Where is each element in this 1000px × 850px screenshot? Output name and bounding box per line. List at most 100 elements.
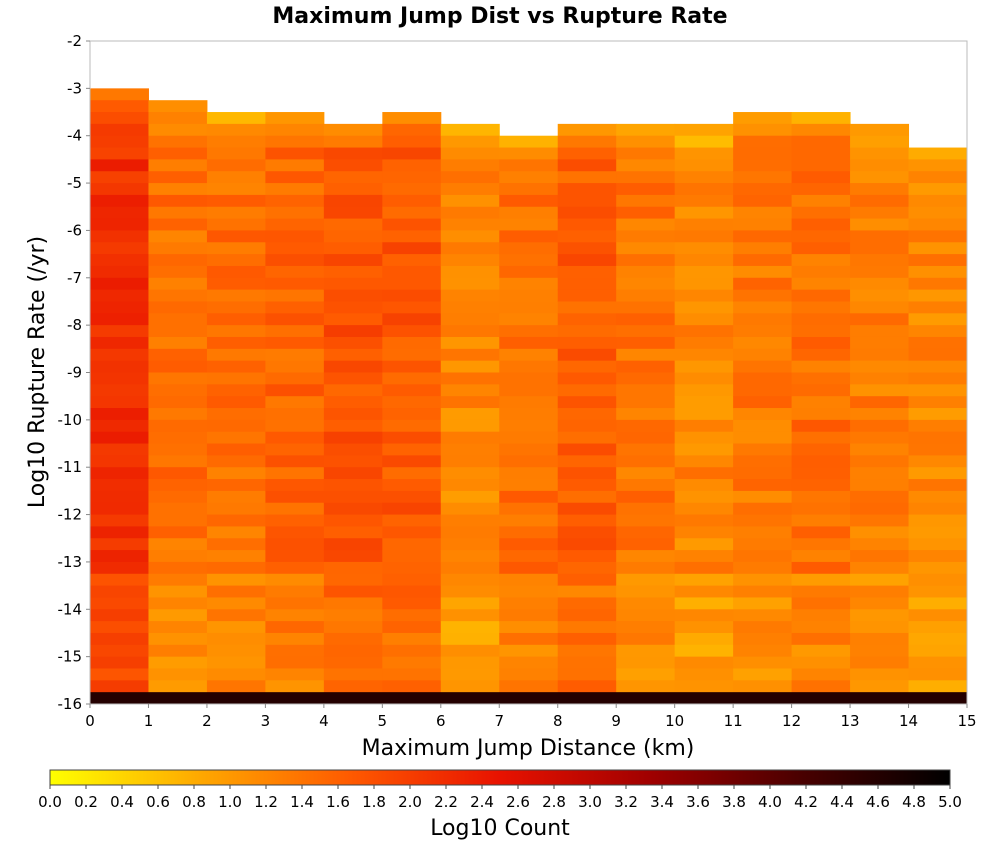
heatmap-cell xyxy=(733,135,793,149)
heatmap-cell xyxy=(557,289,617,302)
heatmap-cell xyxy=(323,680,383,693)
heatmap-cell xyxy=(733,183,793,196)
heatmap-cell xyxy=(499,159,559,172)
heatmap-cell xyxy=(265,194,325,208)
heatmap-cell xyxy=(148,360,208,373)
heatmap-cell xyxy=(382,135,442,149)
heatmap-cell xyxy=(908,680,968,693)
heatmap-cell xyxy=(206,218,266,231)
heatmap-cell xyxy=(440,561,500,575)
heatmap-cell xyxy=(499,419,559,433)
heatmap-cell xyxy=(908,550,968,563)
heatmap-cell xyxy=(265,490,325,504)
heatmap-cell xyxy=(791,194,851,208)
heatmap-cell xyxy=(674,372,734,385)
heatmap-cell xyxy=(499,313,559,326)
heatmap-cell xyxy=(499,301,559,314)
heatmap-cell xyxy=(499,183,559,196)
heatmap-cell xyxy=(440,265,500,279)
heatmap-cell xyxy=(674,277,734,291)
heatmap-cell xyxy=(265,348,325,362)
heatmap-cell xyxy=(499,621,559,634)
heatmap-cell xyxy=(148,514,208,527)
heatmap-cell xyxy=(908,644,968,658)
heatmap-cell xyxy=(90,609,149,622)
heatmap-cell xyxy=(499,538,559,551)
heatmap-cell xyxy=(557,218,617,231)
heatmap-cell xyxy=(90,242,149,255)
heatmap-cell xyxy=(382,171,442,184)
heatmap-cell xyxy=(557,408,617,421)
x-tick-label: 4 xyxy=(319,712,329,730)
colorbar-label: Log10 Count xyxy=(430,816,570,841)
y-tick-label: -12 xyxy=(58,506,83,524)
heatmap-cell xyxy=(908,609,968,622)
heatmap-cell xyxy=(616,455,676,468)
heatmap-cell xyxy=(265,632,325,646)
heatmap-cell xyxy=(148,135,208,149)
heatmap-cell xyxy=(674,585,734,598)
heatmap-cell xyxy=(850,336,910,350)
heatmap-cell xyxy=(850,585,910,598)
heatmap-cell xyxy=(206,230,266,243)
heatmap-cell xyxy=(90,502,149,516)
heatmap-cell xyxy=(733,573,793,587)
heatmap-cell xyxy=(382,194,442,208)
heatmap-cell xyxy=(148,206,208,220)
heatmap-cell xyxy=(791,561,851,575)
heatmap-cell xyxy=(616,550,676,563)
heatmap-cell xyxy=(265,550,325,563)
heatmap-cell xyxy=(499,443,559,456)
y-tick-label: -11 xyxy=(58,458,83,476)
heatmap-cell xyxy=(440,277,500,291)
heatmap-cell xyxy=(674,597,734,610)
heatmap-cell xyxy=(499,360,559,373)
heatmap-cell xyxy=(674,183,734,196)
heatmap-cell xyxy=(148,277,208,291)
heatmap-cell xyxy=(90,431,149,445)
heatmap-cell xyxy=(733,254,793,267)
heatmap-cell xyxy=(206,621,266,634)
heatmap-cell xyxy=(382,526,442,539)
heatmap-cell xyxy=(440,479,500,492)
heatmap-cell xyxy=(440,514,500,527)
heatmap-cell xyxy=(382,490,442,504)
heatmap-cell xyxy=(674,443,734,456)
heatmap-cell xyxy=(440,123,500,137)
heatmap-cell xyxy=(674,644,734,658)
heatmap-cell xyxy=(90,336,149,350)
heatmap-cell xyxy=(265,668,325,681)
heatmap-cell xyxy=(382,277,442,291)
heatmap-cell xyxy=(733,159,793,172)
heatmap-cell xyxy=(674,526,734,539)
heatmap-cell xyxy=(265,455,325,468)
heatmap-cell xyxy=(499,194,559,208)
heatmap-cell xyxy=(499,431,559,445)
heatmap-cell xyxy=(265,277,325,291)
chart-title: Maximum Jump Dist vs Rupture Rate xyxy=(272,4,727,29)
heatmap-cell xyxy=(148,443,208,456)
heatmap-cell xyxy=(499,632,559,646)
heatmap-cell xyxy=(323,230,383,243)
heatmap-cell xyxy=(908,171,968,184)
heatmap-bottom-row xyxy=(90,692,967,704)
heatmap-cell xyxy=(206,585,266,598)
heatmap-cell xyxy=(674,325,734,338)
heatmap-cell xyxy=(616,644,676,658)
heatmap-cell xyxy=(90,313,149,326)
heatmap-cell xyxy=(850,277,910,291)
heatmap-cell xyxy=(850,396,910,409)
heatmap-cell xyxy=(90,443,149,456)
heatmap-cell xyxy=(148,254,208,267)
heatmap-cell xyxy=(382,502,442,516)
heatmap-cell xyxy=(557,419,617,433)
heatmap-cell xyxy=(908,384,968,397)
heatmap-cell xyxy=(674,419,734,433)
heatmap-cell xyxy=(148,550,208,563)
heatmap-cell xyxy=(791,668,851,681)
heatmap-cell xyxy=(908,289,968,302)
heatmap-cell xyxy=(382,467,442,480)
heatmap-cell xyxy=(323,336,383,350)
heatmap-cell xyxy=(382,656,442,669)
heatmap-cell xyxy=(908,656,968,669)
